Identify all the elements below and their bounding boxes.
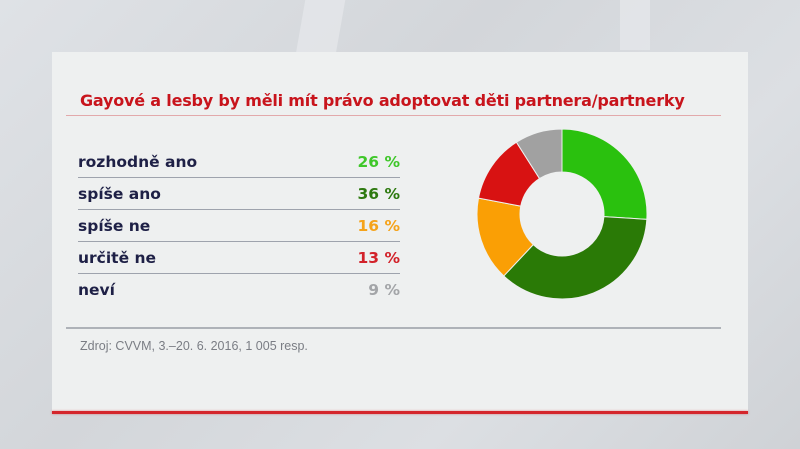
donut-chart: [477, 128, 647, 300]
chart-panel: Gayové a lesby by měli mít právo adoptov…: [52, 52, 748, 412]
legend-value: 36 %: [357, 184, 401, 203]
legend-row: spíše ne 16 %: [78, 210, 400, 242]
legend-label: spíše ne: [78, 216, 151, 235]
donut-slice: [515, 128, 563, 180]
title-divider: [66, 115, 721, 116]
donut-slice: [503, 216, 647, 300]
legend-row: rozhodně ano 26 %: [78, 146, 400, 178]
legend-row: neví 9 %: [78, 274, 400, 305]
legend-label: rozhodně ano: [78, 152, 198, 171]
legend-row: spíše ano 36 %: [78, 178, 400, 210]
legend-row: určitě ne 13 %: [78, 242, 400, 274]
legend-value: 13 %: [357, 248, 401, 267]
source-note: Zdroj: CVVM, 3.–20. 6. 2016, 1 005 resp.: [80, 339, 308, 353]
legend-label: neví: [78, 280, 115, 299]
background-map-shape: [620, 0, 650, 50]
legend-value: 9 %: [368, 280, 400, 299]
legend-label: spíše ano: [78, 184, 161, 203]
legend-value: 26 %: [357, 152, 401, 171]
background-map-shape: [294, 0, 346, 60]
legend-label: určitě ne: [78, 248, 157, 267]
chart-title: Gayové a lesby by měli mít právo adoptov…: [80, 91, 685, 110]
footer-divider: [66, 327, 721, 329]
donut-slice: [561, 128, 647, 220]
panel-accent-line: [52, 411, 748, 414]
legend-value: 16 %: [357, 216, 401, 235]
legend-table: rozhodně ano 26 % spíše ano 36 % spíše n…: [78, 146, 400, 305]
